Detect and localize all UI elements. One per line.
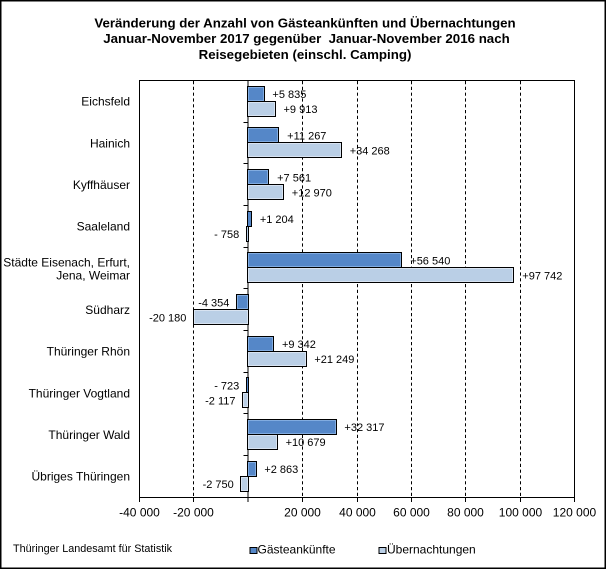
svg-text:+32 317: +32 317 (344, 422, 384, 434)
svg-text:Thüringer Rhön: Thüringer Rhön (47, 345, 130, 359)
svg-text:-2 117: -2 117 (205, 396, 235, 408)
svg-text:Thüringer Vogtland: Thüringer Vogtland (29, 386, 130, 400)
svg-text:120 000: 120 000 (553, 506, 597, 520)
svg-text:-20 000: -20 000 (173, 506, 214, 520)
svg-text:+5 835: +5 835 (272, 89, 306, 101)
svg-text:+12 970: +12 970 (292, 187, 332, 199)
svg-text:+21 249: +21 249 (314, 354, 354, 366)
svg-text:+9 913: +9 913 (284, 104, 318, 116)
svg-text:Südharz: Südharz (85, 303, 130, 317)
svg-text:Thüringer Landesamt für Statis: Thüringer Landesamt für Statistik (13, 543, 173, 555)
svg-text:Städte Eisenach, Erfurt,: Städte Eisenach, Erfurt, (3, 255, 130, 269)
svg-text:Thüringer Wald: Thüringer Wald (48, 428, 130, 442)
svg-text:Veränderung der Anzahl von Gäs: Veränderung der Anzahl von Gästeankünfte… (94, 16, 515, 31)
svg-text:-40 000: -40 000 (119, 506, 160, 520)
svg-text:- 723: - 723 (214, 381, 239, 393)
svg-text:+10 679: +10 679 (286, 437, 326, 449)
svg-text:+7 561: +7 561 (277, 172, 311, 184)
svg-text:Hainich: Hainich (90, 136, 130, 150)
svg-text:20 000: 20 000 (284, 506, 321, 520)
svg-text:Reisegebieten (einschl. Campin: Reisegebieten (einschl. Camping) (199, 47, 412, 62)
svg-text:+1 204: +1 204 (260, 214, 294, 226)
svg-text:-2 750: -2 750 (203, 479, 234, 491)
svg-text:-20 180: -20 180 (149, 312, 186, 324)
svg-text:+34 268: +34 268 (350, 146, 390, 158)
svg-text:60 000: 60 000 (393, 506, 430, 520)
svg-text:+11 267: +11 267 (287, 131, 326, 143)
svg-text:+9 342: +9 342 (282, 339, 316, 351)
svg-text:Saaleland: Saaleland (77, 220, 130, 234)
svg-text:Kyffhäuser: Kyffhäuser (73, 178, 130, 192)
svg-text:Übernachtungen: Übernachtungen (387, 543, 476, 557)
svg-text:Januar-November 2017 gegenüber: Januar-November 2017 gegenüber Januar-No… (103, 31, 509, 46)
svg-text:+2 863: +2 863 (264, 464, 298, 476)
svg-text:Eichsfeld: Eichsfeld (81, 95, 130, 109)
svg-text:80 000: 80 000 (447, 506, 484, 520)
svg-text:Jena, Weimar: Jena, Weimar (56, 268, 130, 282)
svg-text:100 000: 100 000 (499, 506, 543, 520)
svg-text:- 758: - 758 (214, 229, 239, 241)
svg-text:40 000: 40 000 (339, 506, 376, 520)
svg-text:-4 354: -4 354 (198, 297, 229, 309)
svg-text:+56 540: +56 540 (410, 256, 450, 268)
svg-text:Übriges Thüringen: Übriges Thüringen (31, 470, 130, 484)
svg-text:+97 742: +97 742 (522, 271, 562, 283)
svg-text:Gästeankünfte: Gästeankünfte (258, 543, 336, 557)
